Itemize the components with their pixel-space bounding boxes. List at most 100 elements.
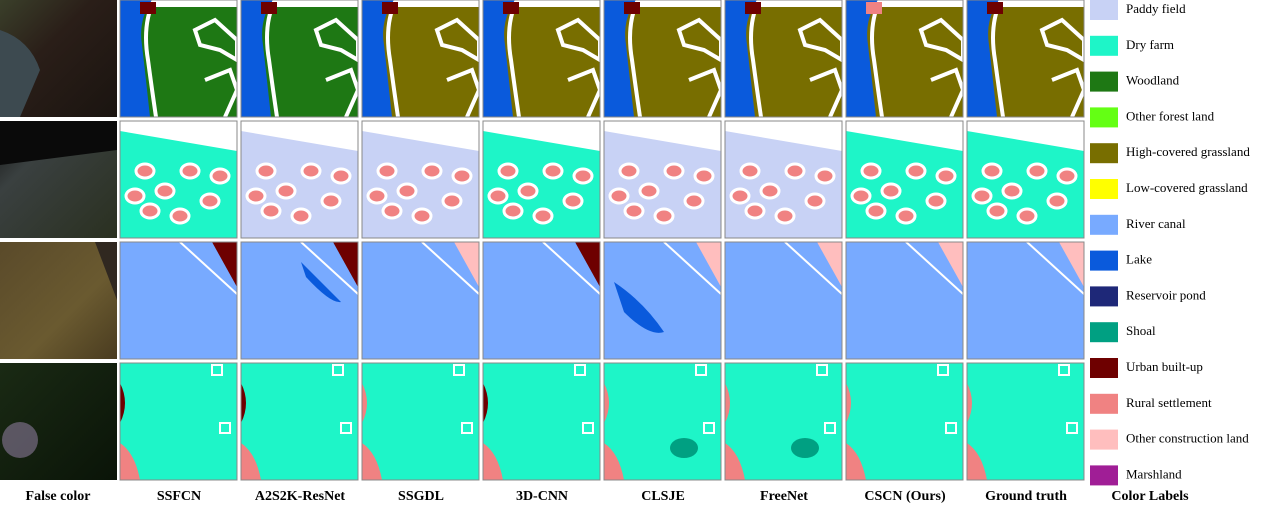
map-cell: [361, 241, 480, 360]
map-settlement: [618, 162, 640, 180]
map-boundary: [332, 364, 344, 376]
legend-label: Urban built-up: [1126, 359, 1203, 374]
map-settlement: [290, 207, 312, 225]
map-settlement: [967, 443, 987, 480]
map-settlement: [1001, 182, 1023, 200]
map-corner: [575, 242, 600, 287]
map-settlement: [260, 202, 282, 220]
map-settlement: [483, 383, 488, 423]
map-frame: [119, 0, 238, 118]
legend-label: Reservoir pond: [1126, 287, 1206, 302]
caption: A2S2K-ResNet: [255, 489, 346, 504]
legend-swatch: [1090, 393, 1118, 414]
map-settlement: [895, 207, 917, 225]
map-settlement: [774, 207, 796, 225]
map-frame: [603, 241, 722, 360]
map-boundary: [905, 241, 964, 295]
map-settlement: [421, 162, 443, 180]
map-cell: [724, 362, 843, 481]
map-settlement: [981, 162, 1003, 180]
map-settlement: [1056, 167, 1078, 185]
map-background: [725, 242, 842, 359]
map-frame: [724, 0, 843, 118]
caption: FreeNet: [760, 489, 808, 504]
legend-swatch: [1090, 322, 1118, 343]
map-frame: [240, 0, 359, 118]
map-cell: [119, 241, 238, 360]
map-patch: [866, 2, 882, 14]
map-boundary: [937, 364, 949, 376]
map-settlement: [1026, 162, 1048, 180]
legend-swatch: [1090, 358, 1118, 378]
map-settlement: [441, 192, 463, 210]
map-white: [362, 121, 479, 151]
map-boundary: [870, 0, 884, 118]
caption: SSGDL: [398, 489, 444, 504]
map-settlement: [366, 187, 388, 205]
map-boundary: [421, 241, 480, 295]
map-boundary: [461, 422, 473, 434]
legend-label: Marshland: [1126, 466, 1182, 481]
legend-label: Lake: [1126, 252, 1152, 267]
map-settlement: [241, 443, 261, 480]
map-settlement: [663, 162, 685, 180]
map-settlement: [860, 162, 882, 180]
map-corner: [454, 242, 479, 287]
map-settlement: [986, 202, 1008, 220]
map-boundary: [991, 0, 1005, 118]
map-settlement: [572, 167, 594, 185]
map-boundary: [824, 422, 836, 434]
legend-label: Other construction land: [1126, 431, 1249, 446]
map-settlement: [784, 162, 806, 180]
map-boundary: [749, 0, 763, 118]
caption: SSFCN: [157, 489, 201, 504]
map-frame: [482, 0, 601, 118]
map-settlement: [497, 162, 519, 180]
map-background: [846, 242, 963, 359]
false-color-column: [0, 0, 117, 480]
map-settlement: [865, 202, 887, 220]
caption: Ground truth: [985, 489, 1067, 504]
false-color-image: [0, 363, 117, 480]
map-settlement: [120, 443, 140, 480]
legend-label: Woodland: [1126, 73, 1180, 88]
map-background: [483, 363, 600, 480]
map-settlement: [245, 187, 267, 205]
map-frame: [119, 241, 238, 360]
map-cell: [603, 241, 722, 360]
map-cell: [119, 0, 240, 118]
map-frame: [482, 120, 601, 239]
map-lake: [967, 0, 999, 117]
map-white: [251, 0, 358, 7]
map-cell: [845, 0, 966, 118]
map-settlement: [199, 192, 221, 210]
map-frame: [966, 0, 1085, 118]
map-background: [120, 363, 237, 480]
map-boundary: [507, 0, 521, 118]
map-settlement: [411, 207, 433, 225]
map-settlement: [638, 182, 660, 200]
legend-swatch: [1090, 179, 1118, 199]
map-settlement: [683, 192, 705, 210]
map-settlement: [1046, 192, 1068, 210]
map-settlement: [396, 182, 418, 200]
map-white: [604, 121, 721, 151]
map-background: [120, 242, 237, 359]
map-patch: [140, 2, 156, 14]
map-settlement: [169, 207, 191, 225]
map-cell: [966, 0, 1087, 118]
map-settlement: [542, 162, 564, 180]
map-corner: [696, 242, 721, 287]
legend-swatch: [1090, 429, 1118, 450]
map-boundary: [386, 0, 400, 118]
map-settlement: [729, 187, 751, 205]
map-settlement: [653, 207, 675, 225]
map-cell: [966, 362, 1085, 481]
map-settlement: [209, 167, 231, 185]
map-cell: [361, 0, 482, 118]
map-boundary: [219, 422, 231, 434]
map-cell: [240, 362, 359, 481]
legend-label: Low-covered grassland: [1126, 180, 1248, 195]
map-white: [725, 121, 842, 151]
